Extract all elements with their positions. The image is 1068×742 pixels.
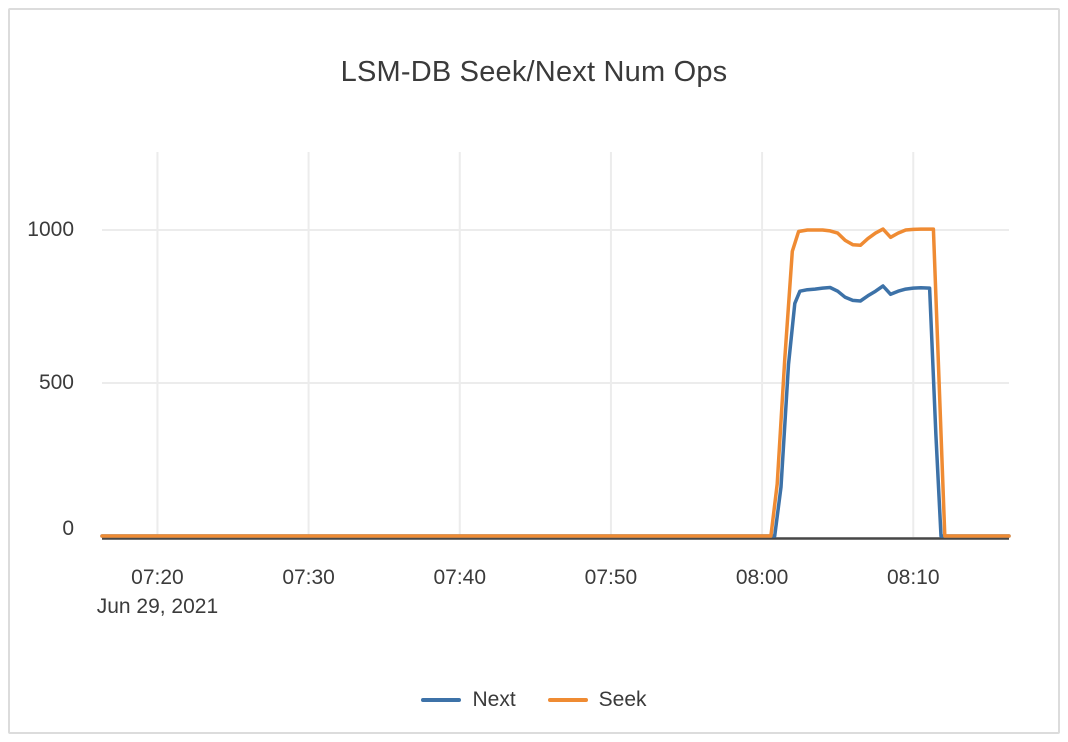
y-tick-label: 500 — [38, 371, 74, 394]
x-axis-date-label: Jun 29, 2021 — [96, 595, 219, 618]
legend-item-next[interactable]: Next — [421, 688, 516, 712]
x-tick-label: 08:00 — [735, 566, 789, 589]
legend: Next Seek — [0, 688, 1068, 712]
x-tick-label: 07:30 — [282, 566, 335, 589]
series-line-seek — [100, 227, 1011, 538]
x-tick-label: 07:20 — [131, 566, 184, 589]
x-tick-label: 07:50 — [584, 566, 638, 589]
legend-label-seek: Seek — [598, 688, 647, 711]
x-tick-label: 08:10 — [886, 566, 940, 589]
chart-title: LSM-DB Seek/Next Num Ops — [340, 56, 728, 88]
seek-series-swatch-icon — [547, 698, 588, 702]
chart-card-border — [8, 8, 1060, 734]
next-series-swatch-icon — [421, 698, 462, 702]
legend-label-next: Next — [472, 688, 516, 711]
y-tick-label: 0 — [62, 516, 74, 540]
series-line-next — [100, 284, 1011, 538]
legend-item-seek[interactable]: Seek — [547, 688, 647, 712]
x-tick-label: 07:40 — [433, 566, 487, 589]
y-tick-label: 1000 — [27, 218, 74, 241]
